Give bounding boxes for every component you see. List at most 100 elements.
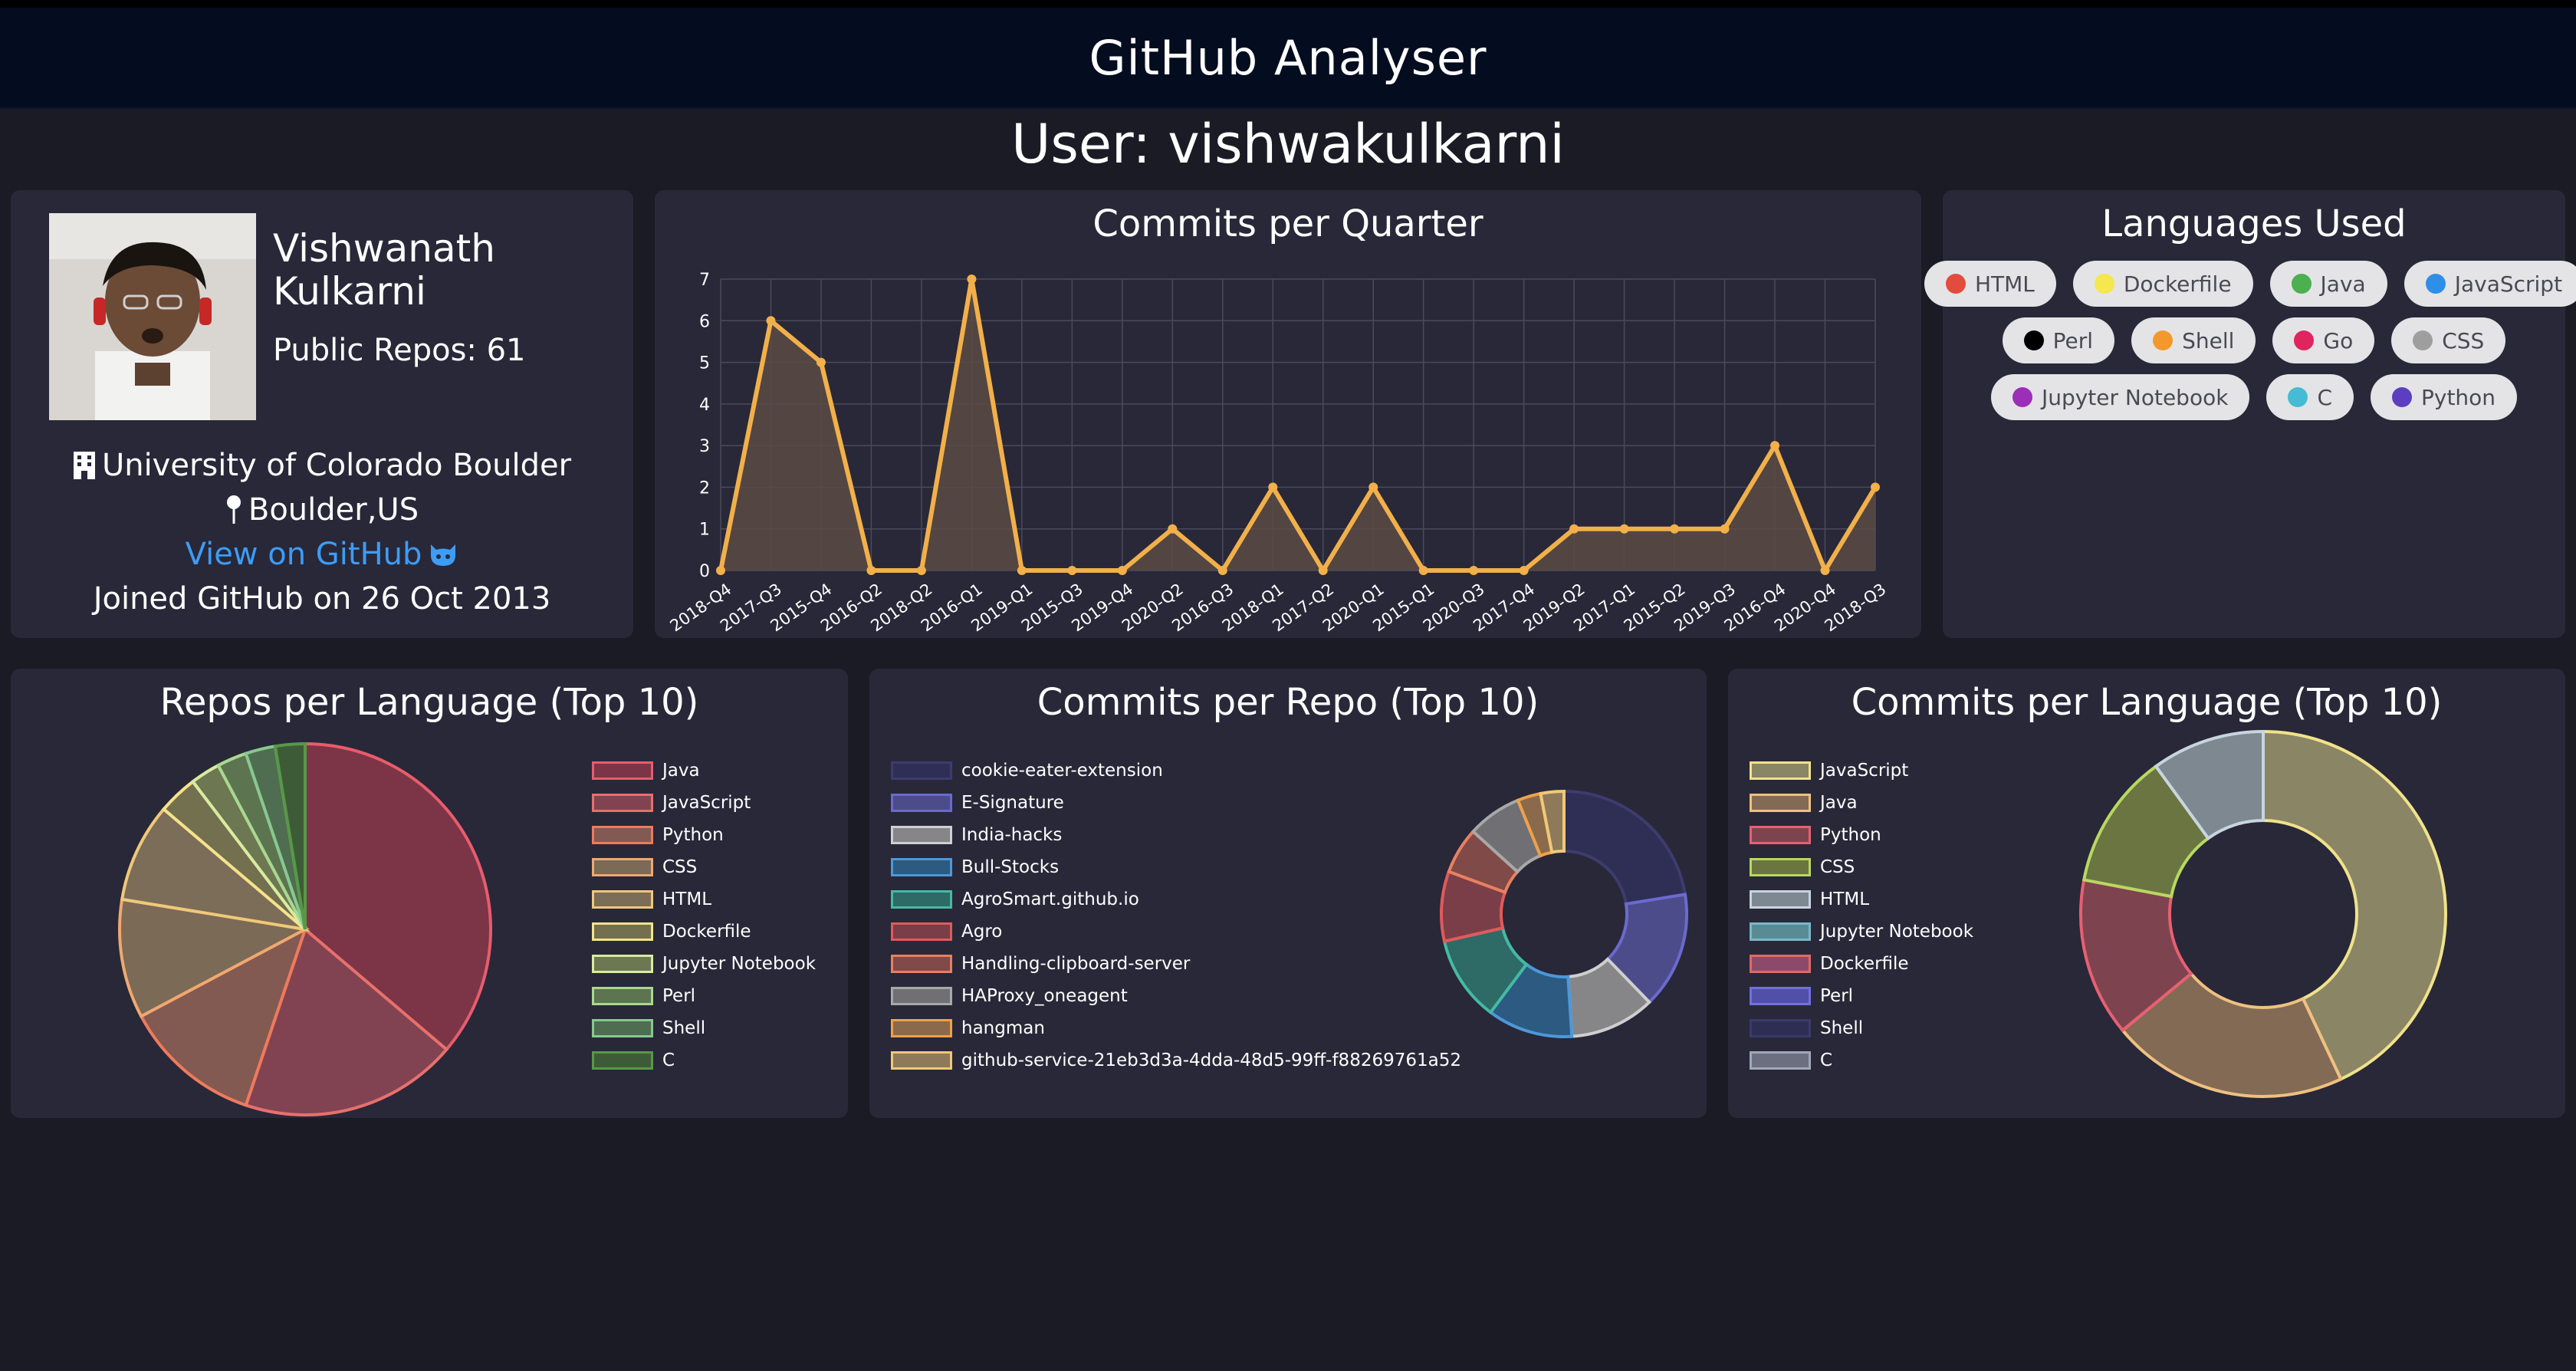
legend-swatch xyxy=(891,987,952,1005)
legend-label: hangman xyxy=(961,1018,1045,1038)
legend-item[interactable]: CSS xyxy=(1750,851,1973,883)
legend-item[interactable]: HTML xyxy=(1750,883,1973,916)
y-tick-label: 6 xyxy=(699,312,710,331)
legend-item[interactable]: Bull-Stocks xyxy=(891,851,1461,883)
repos-per-language-chart xyxy=(118,741,492,1116)
data-point xyxy=(1569,524,1579,534)
languages-used-card: Languages Used HTML Dockerfile Java JavaScr… xyxy=(1924,190,2576,638)
language-pill-label: Shell xyxy=(2182,327,2235,353)
legend-item[interactable]: India-hacks xyxy=(891,819,1461,851)
legend-label: Dockerfile xyxy=(1820,954,1909,974)
legend-label: Agro xyxy=(961,922,1003,942)
legend-item[interactable]: CSS xyxy=(592,851,816,883)
app-header: GitHub Analyser xyxy=(0,8,2576,109)
language-pill: Perl xyxy=(2002,317,2115,363)
legend-item[interactable]: Java xyxy=(1750,787,1973,819)
legend-swatch xyxy=(592,922,653,941)
language-color-dot xyxy=(2294,330,2315,350)
legend-item[interactable]: Shell xyxy=(592,1012,816,1044)
pie-slice xyxy=(244,926,449,1116)
language-pill: Shell xyxy=(2131,317,2256,363)
pie-slice xyxy=(120,807,310,932)
language-pill-label: Python xyxy=(2421,384,2496,410)
commits-per-quarter-title: Commits per Quarter xyxy=(1092,202,1484,245)
legend-item[interactable]: HTML xyxy=(592,883,816,916)
legend-swatch xyxy=(592,1051,653,1070)
company-text: University of Colorado Boulder xyxy=(101,448,572,483)
legend-label: Perl xyxy=(1820,986,1854,1006)
legend-swatch xyxy=(1750,761,1811,780)
legend-item[interactable]: C xyxy=(1750,1044,1973,1077)
legend-item[interactable]: Handling-clipboard-server xyxy=(891,948,1461,980)
legend-label: Handling-clipboard-server xyxy=(961,954,1191,974)
legend-item[interactable]: AgroSmart.github.io xyxy=(891,883,1461,916)
public-repos-count: Public Repos: 61 xyxy=(273,333,526,368)
pie-slice xyxy=(1562,789,1687,906)
legend-item[interactable]: hangman xyxy=(891,1012,1461,1044)
language-pill: Dockerfile xyxy=(2072,261,2253,307)
legend-label: HTML xyxy=(1820,889,1870,909)
user-heading: User: vishwakulkarni xyxy=(1011,113,1565,176)
legend-swatch xyxy=(891,858,952,876)
data-point xyxy=(1318,566,1328,575)
legend-label: Python xyxy=(1820,825,1881,845)
data-point xyxy=(1017,566,1027,575)
legend-item[interactable]: Perl xyxy=(592,980,816,1012)
legend-item[interactable]: C xyxy=(592,1044,816,1077)
legend-item[interactable]: HAProxy_oneagent xyxy=(891,980,1461,1012)
legend-label: HTML xyxy=(662,889,712,909)
commits-per-language-chart xyxy=(2079,729,2447,1098)
data-point xyxy=(816,357,826,367)
legend-item[interactable]: Python xyxy=(1750,819,1973,851)
legend-item[interactable]: Perl xyxy=(1750,980,1973,1012)
legend-item[interactable]: JavaScript xyxy=(592,787,816,819)
legend-item[interactable]: Dockerfile xyxy=(1750,948,1973,980)
legend-label: Jupyter Notebook xyxy=(1820,922,1974,942)
language-pill-label: Java xyxy=(2320,271,2366,297)
data-point xyxy=(1117,566,1127,575)
legend-label: C xyxy=(1820,1050,1833,1070)
legend-item[interactable]: JavaScript xyxy=(1750,755,1973,787)
legend-item[interactable]: E-Signature xyxy=(891,787,1461,819)
y-tick-label: 5 xyxy=(699,354,710,373)
legend-item[interactable]: Jupyter Notebook xyxy=(592,948,816,980)
repos-per-language-legend: Java JavaScript Python CSS HTML Dockerfile Jup… xyxy=(592,755,816,1077)
github-link[interactable]: View on GitHub xyxy=(11,537,633,572)
legend-item[interactable]: Java xyxy=(592,755,816,787)
legend-item[interactable]: Shell xyxy=(1750,1012,1973,1044)
legend-swatch xyxy=(1750,826,1811,844)
app-title: GitHub Analyser xyxy=(1089,29,1487,86)
data-point xyxy=(1168,524,1178,534)
pie-slice xyxy=(1539,789,1566,854)
github-cat-icon xyxy=(431,544,456,566)
data-point xyxy=(1871,482,1880,492)
legend-label: Shell xyxy=(662,1018,706,1038)
repos-per-language-title: Repos per Language (Top 10) xyxy=(159,681,699,724)
legend-item[interactable]: github-service-21eb3d3a-4dda-48d5-99ff-f… xyxy=(891,1044,1461,1077)
building-icon xyxy=(73,452,95,479)
legend-label: Python xyxy=(662,825,724,845)
commits-per-repo-title: Commits per Repo (Top 10) xyxy=(1037,681,1539,724)
legend-swatch xyxy=(1750,922,1811,941)
legend-swatch xyxy=(891,761,952,780)
legend-item[interactable]: Dockerfile xyxy=(592,916,816,948)
repos-per-language-card: Repos per Language (Top 10) Java JavaScri… xyxy=(11,669,848,1118)
legend-label: JavaScript xyxy=(662,793,751,813)
pie-slice xyxy=(2154,729,2265,841)
language-color-dot xyxy=(2153,330,2174,350)
legend-item[interactable]: Jupyter Notebook xyxy=(1750,916,1973,948)
legend-swatch xyxy=(1750,955,1811,973)
legend-item[interactable]: Python xyxy=(592,819,816,851)
legend-swatch xyxy=(1750,987,1811,1005)
data-point xyxy=(1770,441,1780,451)
legend-item[interactable]: cookie-eater-extension xyxy=(891,755,1461,787)
data-point xyxy=(1268,482,1278,492)
legend-label: CSS xyxy=(1820,857,1855,877)
y-tick-label: 3 xyxy=(699,437,710,456)
legend-item[interactable]: Agro xyxy=(891,916,1461,948)
legend-swatch xyxy=(1750,890,1811,909)
legend-label: HAProxy_oneagent xyxy=(961,986,1128,1006)
github-link-text[interactable]: View on GitHub xyxy=(185,537,422,572)
language-pill: Python xyxy=(2371,374,2518,420)
legend-label: Java xyxy=(1820,793,1858,813)
